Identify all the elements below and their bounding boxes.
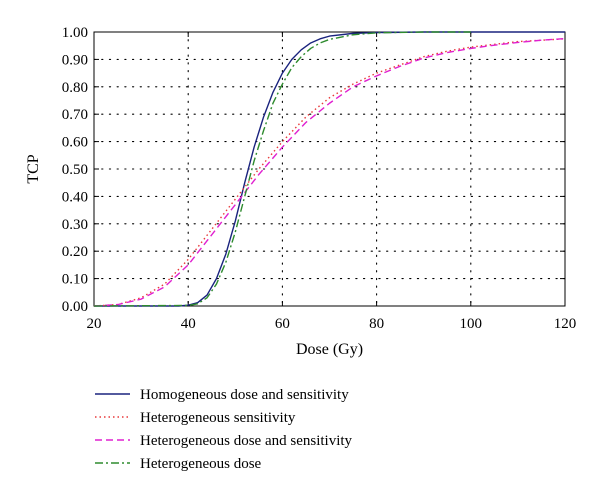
x-tick-label: 20 <box>87 316 102 332</box>
y-tick-label: 0.30 <box>62 217 88 233</box>
legend: Homogeneous dose and sensitivity Heteroge… <box>95 387 353 472</box>
y-tick-label: 0.20 <box>62 244 88 260</box>
y-tick-label: 0.40 <box>62 189 88 205</box>
x-tick-label: 80 <box>369 316 384 332</box>
x-tick-label: 40 <box>181 316 196 332</box>
series-line-4 <box>93 31 471 307</box>
legend-label-4: Heterogeneous dose <box>140 456 262 472</box>
y-tick-label: 0.00 <box>62 299 88 315</box>
series-line-1 <box>94 31 565 307</box>
x-tick-label: 60 <box>275 316 290 332</box>
y-axis-ticks: 0.00 0.10 0.20 0.30 0.40 0.50 0.60 0.70 0.80 0.90… <box>62 25 565 315</box>
y-tick-label: 1.00 <box>62 25 88 41</box>
legend-label-2: Heterogeneous sensitivity <box>140 410 296 426</box>
y-axis-label: TCP <box>25 154 42 183</box>
grid-lines <box>93 31 566 307</box>
series-lines <box>93 31 566 307</box>
x-tick-label: 100 <box>460 316 483 332</box>
legend-label-1: Homogeneous dose and sensitivity <box>140 387 349 403</box>
y-tick-label: 0.10 <box>62 272 88 288</box>
y-tick-label: 0.50 <box>62 162 88 178</box>
x-axis-label: Dose (Gy) <box>296 341 363 358</box>
x-tick-label: 120 <box>554 316 577 332</box>
series-line-3 <box>93 37 566 307</box>
legend-label-3: Heterogeneous dose and sensitivity <box>140 433 353 449</box>
x-axis-ticks: 20 40 60 80 100 120 <box>87 32 577 332</box>
y-tick-label: 0.90 <box>62 52 88 68</box>
y-tick-label: 0.70 <box>62 107 88 123</box>
y-tick-label: 0.60 <box>62 135 88 151</box>
y-tick-label: 0.80 <box>62 80 88 96</box>
series-line-2 <box>93 38 566 307</box>
